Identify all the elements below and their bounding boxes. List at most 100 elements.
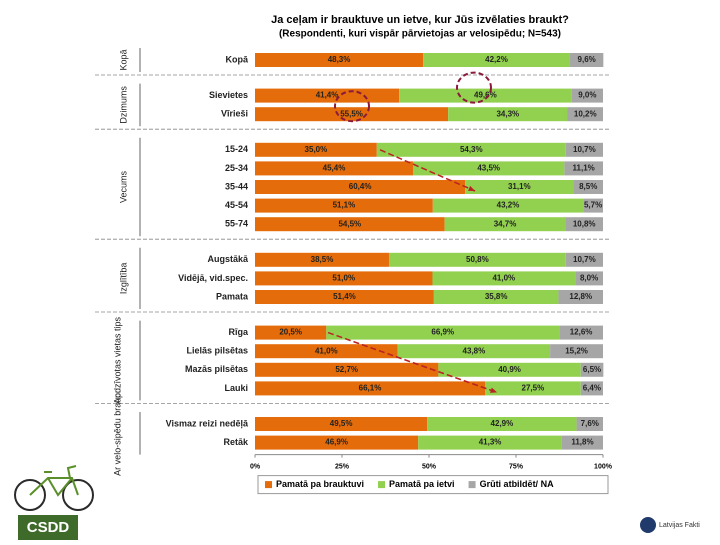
bar-segment	[448, 107, 568, 122]
group-label: Kopā	[118, 49, 128, 70]
value-label: 52,7%	[335, 365, 358, 374]
value-label: 66,1%	[359, 384, 382, 393]
bar-segment	[418, 435, 562, 450]
value-label: 10,7%	[573, 145, 596, 154]
bar-segment	[571, 88, 603, 103]
value-label: 12,8%	[569, 292, 592, 301]
group-label: Ar velo-sipēdu brauc:	[112, 391, 122, 476]
bar-segment	[255, 88, 400, 103]
bar-segment	[255, 417, 428, 431]
value-label: 8,5%	[579, 182, 597, 191]
bar-segment	[573, 180, 603, 194]
value-label: 27,5%	[522, 384, 545, 393]
value-label: 35,0%	[305, 145, 328, 154]
category-label: Augstākā	[207, 254, 249, 264]
category-label: Rīga	[228, 327, 248, 337]
value-label: 9,6%	[578, 55, 596, 64]
value-label: 8,0%	[580, 274, 598, 283]
bar-segment	[432, 198, 584, 213]
value-label: 38,5%	[311, 255, 334, 264]
value-label: 55,5%	[340, 109, 363, 118]
category-label: 45-54	[225, 200, 248, 210]
bar-segment	[255, 381, 486, 396]
bar-segment	[580, 381, 603, 396]
bar-segment	[485, 381, 581, 396]
bar-segment	[397, 344, 551, 359]
bar-segment	[561, 435, 603, 450]
value-label: 54,3%	[460, 145, 483, 154]
bar-segment	[565, 252, 603, 267]
value-label: 35,8%	[485, 292, 508, 301]
category-label: Sievietes	[209, 90, 248, 100]
bar-segment	[444, 217, 566, 232]
bar-segment	[255, 198, 433, 213]
value-label: 31,1%	[508, 182, 531, 191]
category-label: Kopā	[226, 54, 249, 64]
group-label: Apdzīvotas vietas tips	[112, 316, 122, 404]
value-label: 41,4%	[316, 91, 339, 100]
value-label: 48,3%	[328, 55, 351, 64]
bar-segment	[255, 161, 413, 176]
value-label: 10,7%	[573, 255, 596, 264]
bar-segment	[412, 161, 565, 176]
legend-swatch	[378, 481, 386, 489]
bicycle-icon	[14, 465, 94, 511]
value-label: 51,0%	[332, 274, 355, 283]
bar-segment	[569, 53, 604, 67]
value-label: 11,1%	[573, 164, 595, 173]
value-label: 43,8%	[463, 346, 486, 355]
chart-title: Ja ceļam ir brauktuve un ietve, kur Jūs …	[271, 14, 569, 26]
value-label: 42,2%	[485, 55, 508, 64]
value-label: 41,0%	[492, 274, 515, 283]
category-label: 15-24	[225, 144, 248, 154]
value-label: 12,6%	[570, 328, 593, 337]
value-label: 50,8%	[466, 255, 489, 264]
legend-label: Grūti atbildēt/ NA	[480, 479, 555, 489]
arrow-head	[468, 185, 475, 191]
value-label: 20,5%	[279, 328, 302, 337]
value-label: 42,9%	[491, 419, 514, 428]
bar-segment	[255, 435, 419, 450]
bar-segment	[438, 362, 581, 377]
category-label: Pamata	[216, 291, 249, 301]
trend-arrow	[327, 331, 498, 394]
bar-segment	[583, 198, 603, 213]
value-label: 46,9%	[325, 438, 348, 447]
value-label: 11,8%	[571, 438, 593, 447]
category-label: Vīrieši	[221, 109, 248, 119]
bar-segment	[255, 271, 433, 286]
bar-segment	[423, 53, 570, 67]
category-label: Lielās pilsētas	[186, 346, 248, 356]
value-label: 6,4%	[583, 384, 601, 393]
value-label: 51,4%	[333, 292, 356, 301]
bar-segment	[255, 107, 449, 122]
category-label: Mazās pilsētas	[185, 364, 248, 374]
bar-segment	[255, 217, 445, 232]
value-label: 54,5%	[338, 219, 361, 228]
value-label: 49,6%	[474, 91, 497, 100]
x-tick-label: 25%	[335, 463, 350, 470]
bar-segment	[255, 142, 377, 157]
bar-segment	[465, 180, 574, 194]
bar-segment	[576, 417, 603, 431]
category-label: 55-74	[225, 219, 248, 229]
value-label: 45,4%	[323, 164, 346, 173]
bar-segment	[559, 325, 603, 340]
legend-label: Pamatā pa ietvi	[389, 479, 455, 489]
value-label: 34,3%	[496, 109, 519, 118]
bar-segment	[550, 344, 603, 359]
value-label: 66,9%	[431, 328, 454, 337]
value-label: 41,0%	[315, 346, 338, 355]
value-label: 41,3%	[479, 438, 502, 447]
logo-left-box	[18, 515, 78, 540]
logo-right: Latvijas Fakti	[659, 522, 700, 529]
bar-segment	[255, 325, 327, 340]
legend-swatch	[468, 481, 476, 489]
value-label: 40,9%	[498, 365, 521, 374]
legend-label: Pamatā pa brauktuvi	[276, 479, 364, 489]
bar-segment	[575, 271, 603, 286]
category-label: 25-34	[225, 163, 248, 173]
value-label: 15,2%	[565, 346, 588, 355]
value-label: 10,8%	[573, 219, 596, 228]
